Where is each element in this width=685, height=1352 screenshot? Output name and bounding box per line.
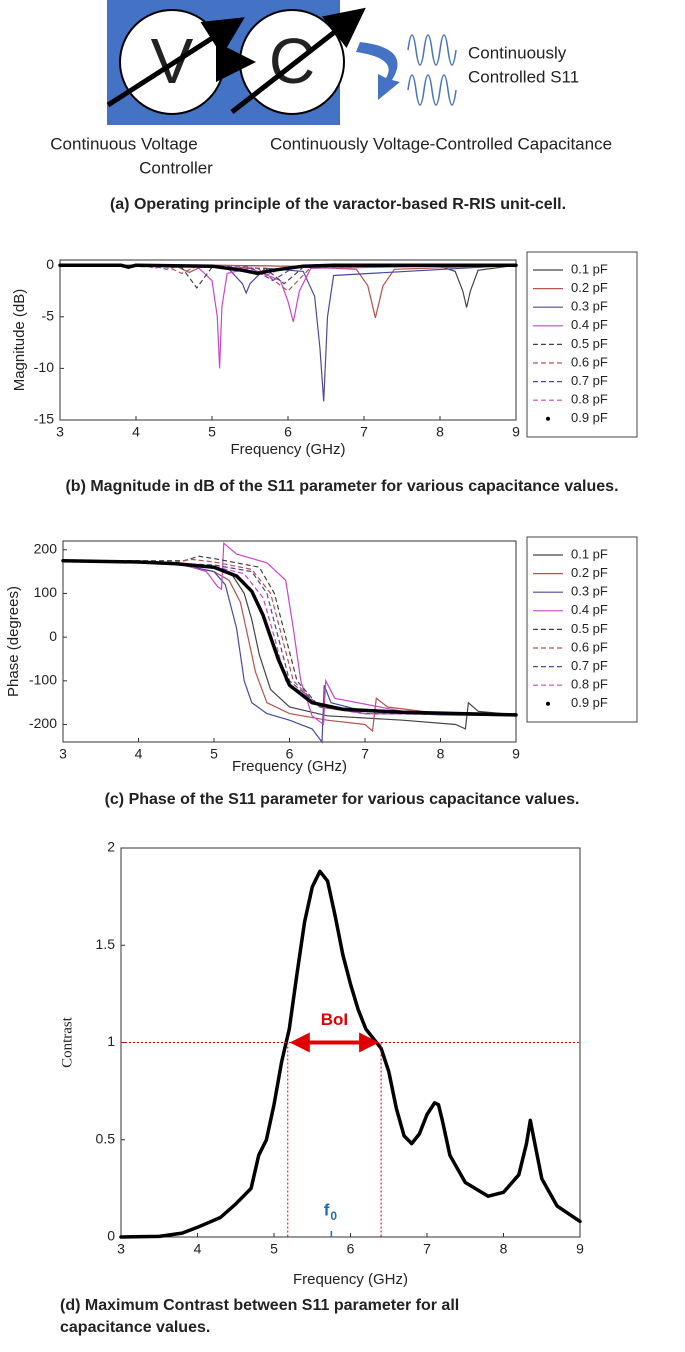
diagram-label: Continuously [468,43,567,62]
legend-marker [546,701,550,706]
series-line [62,541,517,726]
y-tick-label: -10 [34,359,54,375]
y-tick-label: 1.5 [96,936,116,952]
legend-label: 0.6 pF [571,354,608,369]
x-tick-label: 5 [270,1241,278,1257]
series-line [58,263,518,276]
legend-label: 0.6 pF [571,639,608,654]
x-tick-label: 9 [512,424,520,440]
legend-label: 0.1 pF [571,546,608,561]
caption: (d) Maximum Contrast between S11 paramet… [60,1297,459,1314]
legend-label: 0.1 pF [571,261,608,276]
caption: capacitance values. [60,1319,210,1336]
y-tick-label: 100 [34,584,58,600]
caption: (a) Operating principle of the varactor-… [110,196,566,213]
diagram-label: Controller [139,158,213,177]
x-tick-label: 4 [135,746,143,762]
plot-frame [59,259,517,421]
series-line [62,560,517,744]
series-line [61,558,518,717]
x-tick-label: 6 [284,424,292,440]
diagram-label: Continuous Voltage [50,134,197,153]
diagram-label: Controlled S11 [468,67,579,86]
x-tick-label: 3 [117,1241,125,1257]
y-tick-label: -100 [29,672,57,688]
y-axis-label: Phase (degrees) [5,586,22,697]
legend-label: 0.2 pF [571,565,608,580]
series-line [59,264,517,402]
y-tick-label: 0 [107,1228,115,1244]
legend-label: 0.2 pF [571,280,608,295]
x-tick-label: 4 [132,424,140,440]
x-axis-label: Frequency (GHz) [232,758,347,775]
band-label: BoI [321,1010,348,1029]
x-tick-label: 3 [56,424,64,440]
x-tick-label: 8 [437,746,445,762]
legend-label: 0.8 pF [571,677,608,692]
x-tick-label: 9 [512,746,520,762]
node-label: C [269,25,315,97]
f0-subscript: 0 [330,1209,337,1223]
legend-label: 0.8 pF [571,392,608,407]
x-tick-label: 6 [347,1241,355,1257]
y-tick-label: 0 [49,628,57,644]
legend-label: 0.4 pF [571,317,608,332]
arrow [230,7,366,114]
legend-label: 0.9 pF [571,410,608,425]
curved-arrow [356,42,400,100]
x-tick-label: 6 [286,746,294,762]
y-axis-label: Magnitude (dB) [11,289,28,392]
caption: (c) Phase of the S11 parameter for vario… [105,791,580,808]
x-tick-label: 8 [500,1241,508,1257]
x-tick-label: 5 [208,424,216,440]
x-tick-label: 9 [576,1241,584,1257]
x-tick-label: 3 [59,746,67,762]
x-tick-label: 7 [423,1241,431,1257]
y-tick-label: -200 [29,715,57,731]
x-tick-label: 4 [194,1241,202,1257]
contrast-line [119,869,582,1239]
y-tick-label: 2 [107,839,115,855]
series-line [60,264,517,318]
legend-label: 0.7 pF [571,373,608,388]
f0-label: f [324,1200,330,1219]
y-tick-label: -15 [34,411,54,427]
x-tick-label: 8 [436,424,444,440]
x-axis-label: Frequency (GHz) [230,441,345,458]
x-tick-label: 5 [210,746,218,762]
y-tick-label: 0.5 [96,1130,116,1146]
caption: (b) Magnitude in dB of the S11 parameter… [65,478,618,495]
diagram-label: Continuously Voltage-Controlled Capacita… [270,134,612,153]
legend-label: 0.5 pF [571,336,608,351]
legend-label: 0.9 pF [571,695,608,710]
legend-label: 0.7 pF [571,658,608,673]
legend-label: 0.3 pF [571,299,608,314]
arrow [106,17,245,108]
x-tick-label: 7 [360,424,368,440]
legend-marker [546,416,550,421]
y-axis-label: Contrast [59,1016,75,1068]
legend-label: 0.3 pF [571,584,608,599]
x-tick-label: 7 [361,746,369,762]
x-axis-label: Frequency (GHz) [293,1271,408,1288]
legend-label: 0.4 pF [571,602,608,617]
y-tick-label: 1 [107,1033,115,1049]
y-tick-label: 200 [34,540,58,556]
y-tick-label: -5 [42,307,55,323]
plot-frame [62,540,517,743]
wave [407,34,457,66]
y-tick-label: 0 [46,256,54,272]
legend-label: 0.5 pF [571,621,608,636]
wave [407,74,457,106]
